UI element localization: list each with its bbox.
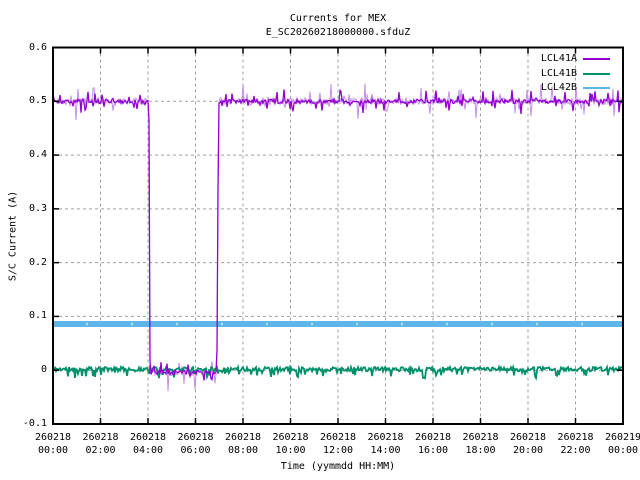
legend: LCL41A LCL41B LCL42B <box>541 52 610 96</box>
x-tick-label: 260218 16:00 <box>414 432 452 456</box>
chart-subtitle: E_SC20260218000000.sfduZ <box>265 27 411 38</box>
x-tick-label: 260218 22:00 <box>557 432 594 456</box>
series-lcl41a-line <box>52 88 624 381</box>
y-tick-label: 0 <box>40 364 47 376</box>
x-tick-label: 260218 00:00 <box>34 432 72 456</box>
legend-line-sample-lcl41b <box>583 72 610 75</box>
chart-title: Currents for MEX <box>289 13 387 24</box>
legend-entry-lcl41b: LCL41B <box>541 67 610 82</box>
x-tick-label: 260218 18:00 <box>462 432 499 456</box>
y-tick-label: 0.1 <box>28 310 47 322</box>
legend-label-lcl41b: LCL41B <box>540 67 577 79</box>
x-axis-label: Time (yymmdd HH:MM) <box>280 461 396 472</box>
y-tick-label: 0.6 <box>28 41 47 53</box>
x-tick-label: 260218 02:00 <box>82 432 119 456</box>
x-tick-label: 260218 10:00 <box>272 432 309 456</box>
legend-label-lcl42b: LCL42B <box>540 82 577 94</box>
legend-line-sample-lcl41a <box>583 58 610 61</box>
x-tick-label: 260218 14:00 <box>367 432 404 456</box>
legend-entry-lcl42b: LCL42B <box>541 81 610 96</box>
legend-line-sample-lcl42b <box>583 87 610 90</box>
legend-label-lcl41a: LCL41A <box>540 53 577 65</box>
x-tick-label: 260218 12:00 <box>319 432 357 456</box>
y-tick-label: -0.1 <box>22 418 47 429</box>
legend-entry-lcl41a: LCL41A <box>541 52 610 67</box>
y-tick-label: 0.2 <box>28 256 47 268</box>
x-tick-label: 260218 04:00 <box>129 432 167 456</box>
x-tick-label: 260218 08:00 <box>224 432 262 456</box>
series-lcl41b-line <box>52 363 624 381</box>
y-tick-label: 0.3 <box>28 202 47 214</box>
y-tick-label: 0.5 <box>28 95 47 107</box>
series-lcl41a-halo <box>52 83 624 392</box>
y-tick-label: 0.4 <box>28 149 47 161</box>
x-tick-label: 260218 06:00 <box>177 432 214 456</box>
x-tick-label: 260218 20:00 <box>509 432 547 456</box>
x-tick-label: 260219 00:00 <box>604 432 640 456</box>
